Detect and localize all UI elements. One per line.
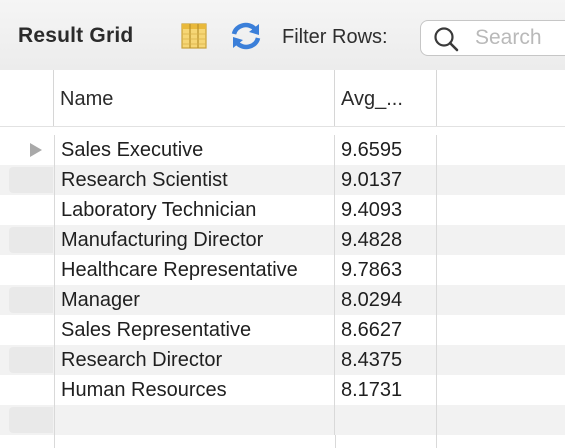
search-input[interactable] [473, 23, 565, 53]
result-rows: Sales Executive 9.6595 Research Scientis… [0, 135, 565, 435]
refresh-icon[interactable] [228, 20, 264, 52]
cell-avg[interactable]: 9.4093 [335, 195, 437, 225]
table-row[interactable]: Manager 8.0294 [0, 285, 565, 315]
current-row-arrow-icon [30, 143, 42, 157]
row-gutter[interactable] [9, 287, 53, 313]
cell-name[interactable]: Sales Representative [54, 315, 335, 345]
cell-avg[interactable]: 9.7863 [335, 255, 437, 285]
row-gutter[interactable] [9, 347, 53, 373]
column-header-name[interactable]: Name [54, 70, 335, 126]
row-gutter[interactable] [9, 377, 53, 403]
grid-empty-area [0, 435, 565, 448]
search-icon [434, 27, 459, 52]
table-row[interactable]: Sales Representative 8.6627 [0, 315, 565, 345]
cell-name[interactable]: Research Scientist [54, 165, 335, 195]
cell-avg[interactable]: 9.0137 [335, 165, 437, 195]
cell-name[interactable]: Manager [54, 285, 335, 315]
table-row[interactable]: Sales Executive 9.6595 [0, 135, 565, 165]
result-grid-toolbar: Result Grid Filter Rows: [0, 0, 565, 71]
row-gutter[interactable] [9, 197, 53, 223]
column-header-avg[interactable]: Avg_... [335, 70, 437, 126]
cell-avg[interactable]: 8.4375 [335, 345, 437, 375]
cell-name-empty[interactable] [54, 405, 335, 435]
cell-avg[interactable]: 8.0294 [335, 285, 437, 315]
row-gutter-header [0, 70, 54, 126]
result-grid-title: Result Grid [18, 24, 134, 47]
cell-avg-empty[interactable] [335, 405, 437, 435]
row-gutter[interactable] [9, 167, 53, 193]
filter-rows-label: Filter Rows: [282, 26, 388, 48]
cell-avg[interactable]: 8.6627 [335, 315, 437, 345]
row-gutter[interactable] [9, 317, 53, 343]
cell-name[interactable]: Laboratory Technician [54, 195, 335, 225]
table-row[interactable]: Laboratory Technician 9.4093 [0, 195, 565, 225]
cell-name[interactable]: Healthcare Representative [54, 255, 335, 285]
cell-name[interactable]: Human Resources [54, 375, 335, 405]
grid-header: Name Avg_... [0, 70, 565, 127]
table-row[interactable]: Research Director 8.4375 [0, 345, 565, 375]
cell-avg[interactable]: 9.4828 [335, 225, 437, 255]
cell-avg[interactable]: 8.1731 [335, 375, 437, 405]
form-editor-icon[interactable] [180, 22, 208, 50]
table-row[interactable]: Research Scientist 9.0137 [0, 165, 565, 195]
new-row-placeholder[interactable] [0, 405, 565, 435]
column-divider [436, 435, 437, 448]
cell-name[interactable]: Sales Executive [54, 135, 335, 165]
table-row[interactable]: Healthcare Representative 9.7863 [0, 255, 565, 285]
table-row[interactable]: Human Resources 8.1731 [0, 375, 565, 405]
filter-rows-search[interactable] [420, 20, 565, 56]
table-row[interactable]: Manufacturing Director 9.4828 [0, 225, 565, 255]
row-gutter[interactable] [9, 257, 53, 283]
column-divider [54, 435, 55, 448]
row-gutter[interactable] [9, 227, 53, 253]
row-gutter[interactable] [9, 407, 53, 433]
column-divider [335, 435, 336, 448]
cell-name[interactable]: Manufacturing Director [54, 225, 335, 255]
cell-avg[interactable]: 9.6595 [335, 135, 437, 165]
cell-name[interactable]: Research Director [54, 345, 335, 375]
